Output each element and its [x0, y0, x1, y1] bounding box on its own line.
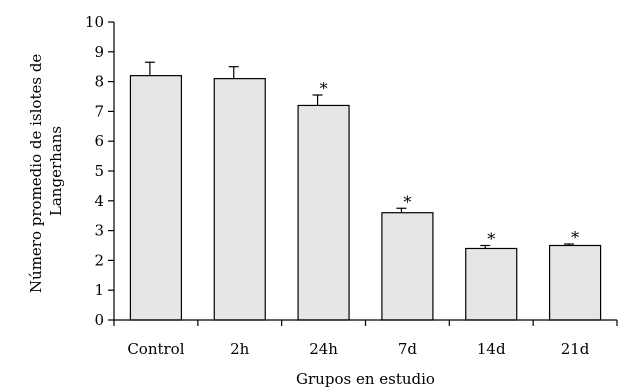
x-tick-label: 2h — [230, 340, 250, 358]
significance-marker: * — [403, 192, 411, 211]
y-tick-label: 8 — [94, 73, 104, 91]
x-tick-label: Control — [127, 340, 184, 358]
significance-marker: * — [320, 79, 328, 98]
significance-marker: * — [487, 230, 495, 249]
y-tick-label: 0 — [94, 311, 104, 329]
bar-control — [129, 75, 183, 321]
bar-24h — [297, 104, 350, 321]
y-axis-title: Número promedio de islotes de Langerhans — [27, 49, 65, 293]
x-tick-label: 24h — [309, 340, 338, 358]
y-axis-title-line-2: Langerhans — [47, 126, 65, 216]
bar-7d — [381, 212, 434, 321]
y-axis-ticks: 0 1 2 3 4 5 6 7 8 9 10 — [85, 13, 114, 329]
x-tick-label: 21d — [561, 340, 590, 358]
x-axis-title: Grupos en estudio — [296, 370, 435, 388]
bars-group: * * * * — [129, 61, 602, 321]
y-tick-label: 6 — [94, 132, 104, 150]
y-tick-label: 9 — [94, 43, 104, 61]
y-tick-label: 4 — [94, 192, 104, 210]
y-tick-label: 7 — [94, 102, 104, 120]
x-tick-label: 14d — [477, 340, 506, 358]
y-tick-label: 10 — [85, 13, 104, 31]
bar-14d — [465, 247, 518, 321]
y-tick-label: 1 — [94, 281, 104, 299]
y-tick-label: 2 — [94, 251, 104, 269]
y-tick-label: 5 — [94, 162, 104, 180]
bar-21d — [548, 244, 602, 321]
y-tick-label: 3 — [94, 222, 104, 240]
y-axis-title-line-1: Número promedio de islotes de — [27, 54, 45, 294]
bar-2h — [213, 78, 266, 321]
significance-marker: * — [571, 228, 579, 247]
x-tick-label: 7d — [398, 340, 418, 358]
x-axis-labels: Control 2h 24h 7d 14d 21d — [113, 320, 618, 358]
